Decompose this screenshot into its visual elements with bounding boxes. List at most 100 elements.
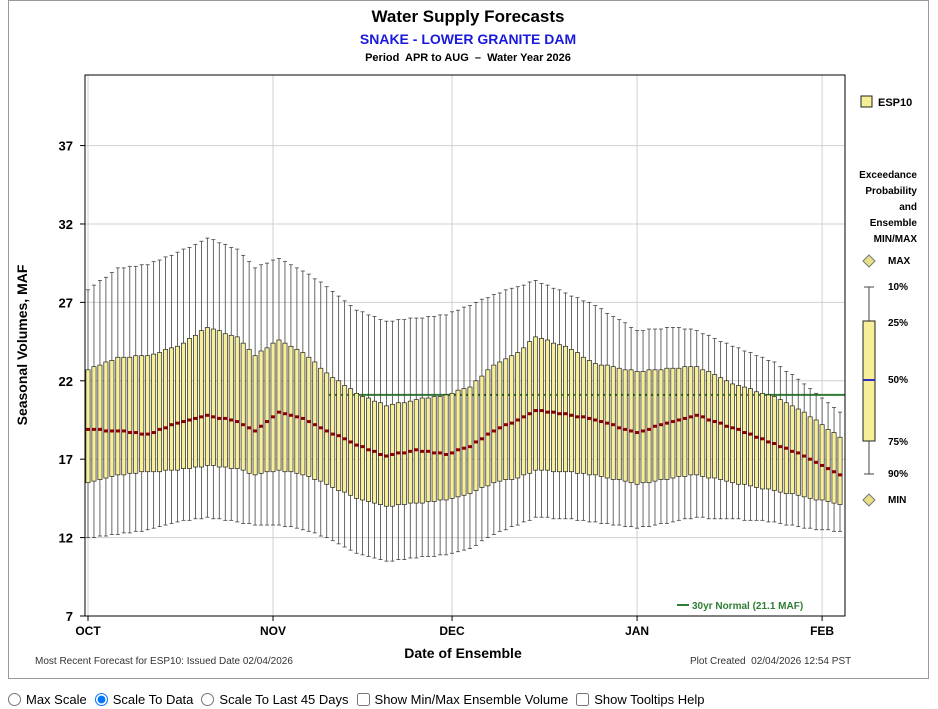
box-group	[759, 356, 765, 521]
radio[interactable]	[94, 692, 108, 706]
median	[670, 420, 675, 424]
box-group	[831, 407, 837, 532]
key-title: Ensemble	[870, 218, 918, 229]
median	[103, 429, 109, 433]
control[interactable]: Show Min/Max Ensemble Volume	[355, 691, 569, 707]
median	[443, 452, 449, 456]
box	[825, 429, 831, 502]
median	[485, 432, 490, 436]
x-tick-label: DEC	[439, 624, 465, 638]
box	[443, 394, 449, 501]
radio[interactable]	[8, 692, 21, 706]
box	[807, 416, 813, 499]
box	[449, 392, 455, 499]
box-group	[551, 287, 556, 520]
median	[360, 445, 365, 449]
median	[825, 467, 831, 471]
box-group	[377, 319, 383, 560]
median	[187, 418, 192, 422]
median	[336, 434, 341, 438]
box	[831, 432, 837, 504]
median	[461, 446, 467, 450]
box-group	[592, 305, 598, 523]
median	[736, 427, 741, 431]
box-group	[819, 397, 825, 531]
box	[467, 386, 473, 495]
checkbox[interactable]	[576, 692, 590, 706]
key-diamond	[862, 493, 876, 507]
box	[127, 356, 133, 474]
box	[169, 347, 175, 471]
box-group	[813, 392, 819, 531]
control-label[interactable]: Show Tooltips Help	[594, 691, 705, 707]
control[interactable]: Show Tooltips Help	[574, 691, 705, 707]
box	[425, 397, 431, 502]
control[interactable]: Scale To Last 45 Days	[199, 691, 349, 707]
control-label[interactable]: Scale To Data	[112, 691, 194, 707]
box-group	[413, 317, 419, 559]
footer-left: Most Recent Forecast for ESP10: Issued D…	[35, 656, 293, 667]
plot-border	[84, 74, 846, 617]
box-group	[228, 247, 234, 521]
box-group	[795, 378, 801, 528]
median	[652, 424, 658, 428]
key-title: Probability	[865, 186, 917, 197]
box	[515, 352, 521, 479]
control-label[interactable]: Show Min/Max Ensemble Volume	[374, 691, 569, 707]
median	[802, 454, 807, 458]
box-group	[103, 276, 109, 537]
box	[455, 389, 461, 498]
box	[175, 345, 180, 471]
median	[455, 448, 461, 452]
box	[539, 338, 545, 471]
key-label: MIN	[888, 495, 906, 506]
median	[384, 454, 389, 458]
box	[742, 386, 747, 485]
box	[724, 380, 730, 482]
median	[306, 420, 311, 424]
median	[724, 424, 729, 428]
box-group	[801, 383, 807, 529]
median	[223, 416, 228, 420]
box	[503, 358, 509, 480]
control-label[interactable]: Max Scale	[26, 691, 87, 707]
box-group	[825, 402, 831, 531]
box-group	[736, 347, 741, 520]
x-axis-label: Date of Ensemble	[404, 645, 522, 661]
box-group	[366, 314, 371, 557]
y-tick-label: 37	[59, 139, 73, 154]
box	[109, 360, 115, 477]
median	[217, 416, 222, 420]
box	[330, 377, 336, 488]
median	[91, 427, 97, 431]
radio[interactable]	[201, 692, 215, 706]
box	[610, 366, 616, 480]
median	[115, 429, 120, 433]
control[interactable]: Max Scale	[6, 692, 87, 707]
box	[700, 369, 706, 477]
box	[145, 355, 151, 473]
box-group	[300, 270, 306, 531]
box-group	[389, 320, 395, 562]
box-group	[652, 328, 658, 526]
control[interactable]: Scale To Data	[93, 691, 194, 707]
checkbox[interactable]	[356, 692, 370, 706]
median	[587, 416, 592, 420]
median	[766, 440, 771, 444]
median	[557, 412, 562, 416]
box-group	[473, 301, 479, 546]
box-group	[151, 261, 157, 529]
median	[139, 432, 144, 436]
box	[258, 350, 264, 474]
median	[503, 423, 508, 427]
box	[628, 369, 634, 484]
median	[664, 421, 670, 425]
box	[682, 366, 688, 477]
control-label[interactable]: Scale To Last 45 Days	[219, 691, 349, 707]
box	[288, 345, 294, 473]
box-group	[175, 251, 180, 523]
box-group	[234, 248, 240, 523]
median	[796, 451, 801, 455]
median	[634, 431, 640, 435]
median	[778, 445, 783, 449]
